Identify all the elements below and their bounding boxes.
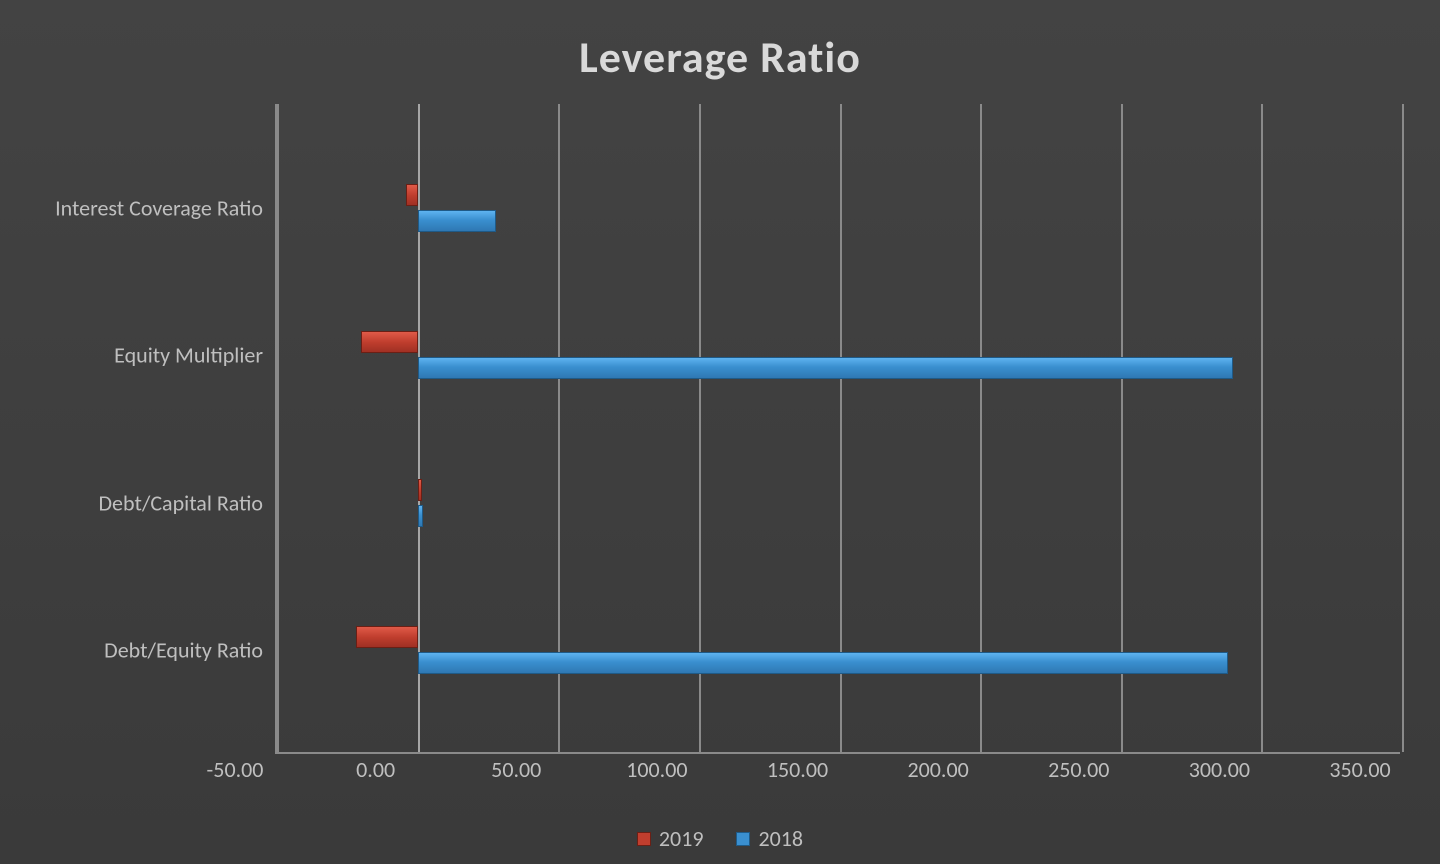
- grid-line: [1402, 104, 1404, 752]
- bar-2018-equity-multiplier: [418, 357, 1234, 379]
- grid-line: [277, 104, 279, 752]
- x-tick-label: 350.00: [1329, 756, 1390, 783]
- bar-2019-interest-coverage-ratio: [406, 184, 417, 206]
- bar-2018-debt-capital-ratio: [418, 505, 424, 527]
- y-category-label: Debt/Capital Ratio: [99, 489, 263, 516]
- legend-swatch-red: [637, 832, 651, 846]
- y-axis-labels: Debt/Equity Ratio Debt/Capital Ratio Equit…: [40, 104, 275, 754]
- grid-line: [1261, 104, 1263, 752]
- legend-item-2019: 2019: [637, 825, 704, 852]
- legend: 2019 2018: [0, 825, 1440, 853]
- bar-2018-interest-coverage-ratio: [418, 210, 497, 232]
- chart-container: Leverage Ratio Debt/Equity Ratio Debt/Cap…: [0, 0, 1440, 864]
- x-tick-label: 200.00: [907, 756, 968, 783]
- chart-title: Leverage Ratio: [40, 30, 1400, 84]
- y-category-label: Equity Multiplier: [114, 342, 263, 369]
- bar-2019-equity-multiplier: [361, 331, 417, 353]
- plot-wrap: Debt/Equity Ratio Debt/Capital Ratio Equit…: [40, 104, 1400, 754]
- legend-label-2019: 2019: [659, 825, 704, 852]
- bar-2019-debt-equity-ratio: [356, 626, 418, 648]
- legend-label-2018: 2018: [758, 825, 803, 852]
- x-tick-label: 50.00: [491, 756, 541, 783]
- x-tick-label: 250.00: [1048, 756, 1109, 783]
- bar-2019-debt-capital-ratio: [418, 479, 422, 501]
- x-tick-label: -50.00: [207, 756, 264, 783]
- plot-area: [275, 104, 1400, 754]
- bar-2018-debt-equity-ratio: [418, 652, 1228, 674]
- y-category-label: Debt/Equity Ratio: [104, 637, 263, 664]
- y-category-label: Interest Coverage Ratio: [55, 194, 263, 221]
- x-axis-labels: -50.000.0050.00100.00150.00200.00250.003…: [235, 746, 1440, 786]
- legend-swatch-blue: [736, 832, 750, 846]
- x-tick-label: 100.00: [626, 756, 687, 783]
- x-tick-label: 300.00: [1189, 756, 1250, 783]
- x-tick-label: 0.00: [356, 756, 395, 783]
- x-tick-label: 150.00: [767, 756, 828, 783]
- legend-item-2018: 2018: [736, 825, 803, 852]
